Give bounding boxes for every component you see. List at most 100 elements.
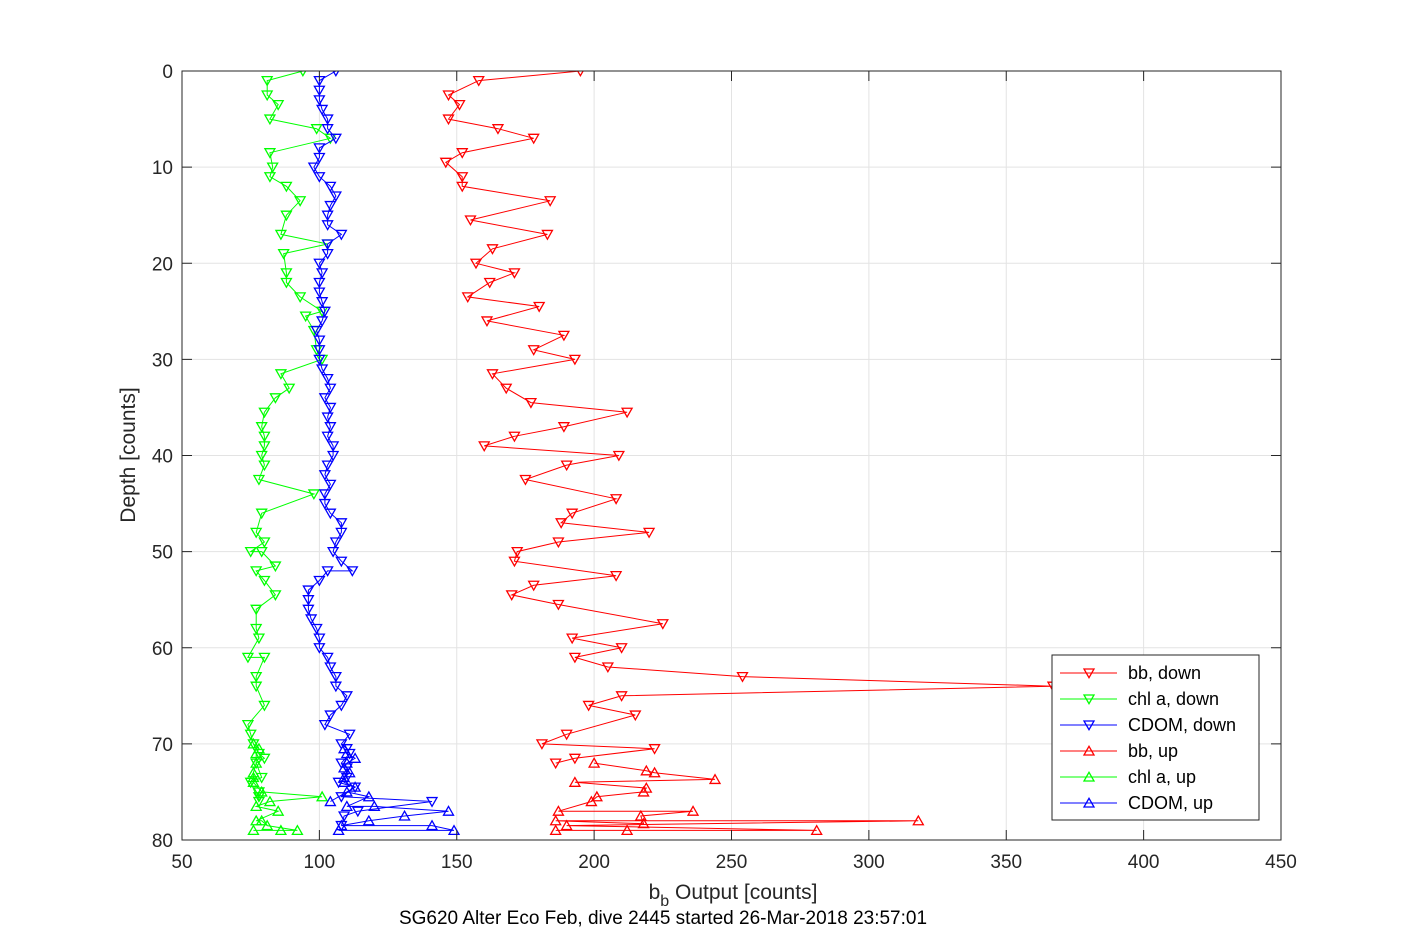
data-point xyxy=(324,795,337,807)
data-point xyxy=(250,757,263,768)
data-point xyxy=(258,407,271,419)
data-point xyxy=(686,805,700,816)
data-point xyxy=(324,508,337,520)
data-point xyxy=(324,383,337,395)
x-tick-label: 50 xyxy=(171,852,192,873)
data-point xyxy=(324,710,337,722)
data-point xyxy=(321,239,334,251)
data-point xyxy=(508,556,521,568)
data-point xyxy=(335,700,348,712)
series-line xyxy=(252,743,323,831)
data-point xyxy=(255,450,268,462)
y-tick-label: 50 xyxy=(152,543,173,564)
x-axis-label-sub: b xyxy=(660,893,669,910)
legend-label: chl a, down xyxy=(1128,689,1219,709)
data-point xyxy=(310,325,323,337)
data-point xyxy=(524,397,538,409)
plot-series xyxy=(241,71,1060,836)
data-point xyxy=(640,764,653,776)
data-point xyxy=(321,652,334,664)
data-point xyxy=(425,819,439,831)
footer-title: SG620 Alter Eco Feb, dive 2445 started 2… xyxy=(399,908,927,929)
data-point xyxy=(335,518,348,529)
data-point xyxy=(480,316,494,327)
data-point xyxy=(351,806,364,818)
data-point xyxy=(519,474,532,486)
data-point xyxy=(316,268,329,279)
data-point xyxy=(329,191,342,203)
data-point xyxy=(263,148,277,159)
data-point xyxy=(318,306,331,318)
data-point xyxy=(549,814,562,826)
data-point xyxy=(461,292,474,303)
data-point xyxy=(324,200,337,212)
data-point xyxy=(568,354,582,366)
data-point xyxy=(299,311,312,323)
data-point xyxy=(588,757,601,768)
series-chl-a-up xyxy=(247,737,329,836)
data-point xyxy=(640,782,653,793)
data-point xyxy=(582,700,595,712)
data-point xyxy=(615,691,628,702)
x-tick-label: 250 xyxy=(716,852,748,873)
data-point xyxy=(469,258,483,270)
data-point xyxy=(255,546,268,558)
data-point xyxy=(307,162,321,174)
legend-item: bb, down xyxy=(1060,663,1201,683)
data-point xyxy=(277,248,290,260)
data-point xyxy=(620,824,634,836)
data-point xyxy=(500,383,513,395)
data-point xyxy=(261,90,274,102)
data-point xyxy=(326,546,340,558)
data-point xyxy=(269,561,282,573)
data-point xyxy=(313,575,326,587)
data-point xyxy=(491,124,505,135)
data-point xyxy=(307,489,321,501)
data-point xyxy=(321,412,334,424)
data-point xyxy=(313,258,326,270)
data-point xyxy=(250,814,263,826)
data-point xyxy=(615,643,628,654)
data-point xyxy=(552,599,565,611)
y-tick-label: 60 xyxy=(152,639,173,660)
data-point xyxy=(244,546,257,558)
data-point xyxy=(258,537,271,549)
data-point xyxy=(318,720,331,731)
data-point xyxy=(274,229,288,241)
data-point xyxy=(313,172,326,183)
data-point xyxy=(442,114,455,126)
legend-item: chl a, up xyxy=(1060,767,1196,787)
data-point xyxy=(326,441,340,452)
data-point xyxy=(442,90,455,102)
data-point xyxy=(335,819,348,831)
y-axis-label: Depth [counts] xyxy=(117,387,140,522)
data-point xyxy=(302,585,315,597)
x-tick-label: 350 xyxy=(990,852,1022,873)
data-point xyxy=(316,790,329,802)
series-line xyxy=(444,71,1054,764)
data-point xyxy=(280,268,293,279)
data-point xyxy=(316,104,329,116)
x-axis-label: bb Output [counts] xyxy=(649,881,818,910)
data-point xyxy=(310,623,323,635)
data-point xyxy=(527,345,540,356)
data-point xyxy=(247,766,260,778)
data-point xyxy=(541,229,554,241)
data-point xyxy=(648,744,661,755)
series-cdom-down xyxy=(302,71,439,832)
x-tick-label: 400 xyxy=(1128,852,1160,873)
data-point xyxy=(472,75,485,87)
legend-marker xyxy=(1082,796,1096,808)
legend-marker xyxy=(1082,694,1096,706)
data-point xyxy=(272,99,285,111)
data-point xyxy=(560,729,573,741)
data-point xyxy=(263,114,277,126)
data-point xyxy=(255,422,268,433)
series-line xyxy=(330,748,455,831)
y-tick-label: 80 xyxy=(152,831,173,852)
legend-label: chl a, up xyxy=(1128,767,1196,787)
data-point xyxy=(274,824,288,836)
x-tick-label: 450 xyxy=(1265,852,1297,873)
data-point xyxy=(736,671,749,683)
